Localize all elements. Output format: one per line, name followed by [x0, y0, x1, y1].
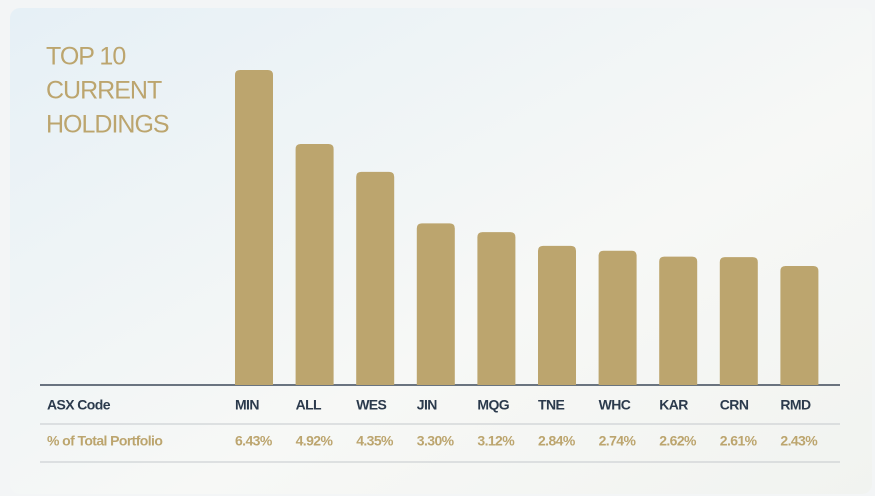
- x-tick-label: KAR: [659, 397, 688, 413]
- bar: [477, 232, 516, 385]
- bar: [719, 257, 758, 385]
- value-label: 4.92%: [296, 433, 334, 449]
- value-label: 3.30%: [417, 433, 455, 449]
- bar: [538, 245, 576, 385]
- chart-title: CURRENT: [46, 77, 162, 105]
- row-header: ASX Code: [47, 397, 111, 413]
- x-tick-label: MQG: [477, 397, 509, 413]
- bar: [780, 265, 819, 385]
- value-label: 2.74%: [599, 433, 637, 449]
- x-tick-label: RMD: [780, 397, 811, 413]
- value-label: 4.35%: [356, 433, 394, 449]
- value-label: 2.62%: [659, 433, 697, 449]
- x-tick-label: ALL: [296, 397, 322, 413]
- value-label: 3.12%: [477, 433, 515, 449]
- value-label: 6.43%: [235, 433, 273, 449]
- x-tick-label: TNE: [538, 397, 564, 413]
- bar: [295, 143, 334, 385]
- x-tick-label: WHC: [599, 397, 631, 413]
- x-tick-label: WES: [356, 397, 386, 413]
- chart-title: HOLDINGS: [46, 111, 169, 139]
- chart-title: TOP 10: [46, 43, 125, 71]
- bar: [235, 70, 273, 385]
- bar: [416, 223, 455, 385]
- x-tick-label: CRN: [720, 397, 749, 413]
- value-label: 2.61%: [720, 433, 758, 449]
- x-tick-label: MIN: [235, 397, 259, 413]
- value-label: 2.43%: [780, 433, 818, 449]
- value-label: 2.84%: [538, 433, 576, 449]
- row-header: % of Total Portfolio: [47, 433, 162, 449]
- x-tick-label: JIN: [417, 397, 437, 413]
- bar: [598, 250, 637, 385]
- bar: [659, 256, 698, 385]
- bar: [356, 171, 395, 385]
